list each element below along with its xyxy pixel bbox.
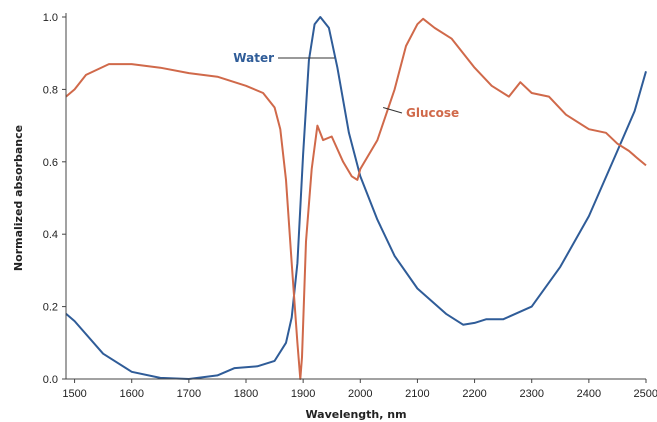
y-tick-label: 1.0 [43, 12, 58, 24]
x-tick-label: 1700 [177, 388, 201, 400]
x-tick-label: 1900 [291, 388, 315, 400]
water-series-label: Water [233, 51, 274, 65]
x-tick-label: 2500 [634, 388, 657, 400]
y-tick-label: 0.4 [43, 229, 58, 241]
y-tick-label: 0.6 [43, 157, 58, 169]
labels-layer: Wavelength, nm Normalized absorbance Wat… [12, 51, 459, 421]
x-tick-label: 1800 [234, 388, 258, 400]
x-tick-label: 2400 [577, 388, 601, 400]
water-series-line [65, 16, 647, 380]
series-layer [65, 16, 647, 380]
ticks-layer: 1500 1600 1700 1800 1900 2000 2100 2200 2300 2400… [43, 12, 657, 400]
y-tick-label: 0.8 [43, 84, 58, 96]
x-tick-label: 2300 [519, 388, 543, 400]
x-tick-label: 1500 [62, 388, 86, 400]
x-tick-label: 2200 [462, 388, 486, 400]
x-tick-label: 2100 [405, 388, 429, 400]
glucose-series-line [65, 17, 647, 380]
y-tick-label: 0.0 [43, 374, 58, 386]
glucose-series-label: Glucose [406, 106, 459, 120]
x-tick-label: 2000 [348, 388, 372, 400]
glucose-leader-line [383, 107, 403, 114]
x-axis-label: Wavelength, nm [305, 408, 406, 421]
y-axis-label: Normalized absorbance [12, 125, 25, 271]
axes-layer [65, 13, 646, 380]
y-tick-label: 0.2 [43, 302, 58, 314]
x-tick-label: 1600 [119, 388, 143, 400]
